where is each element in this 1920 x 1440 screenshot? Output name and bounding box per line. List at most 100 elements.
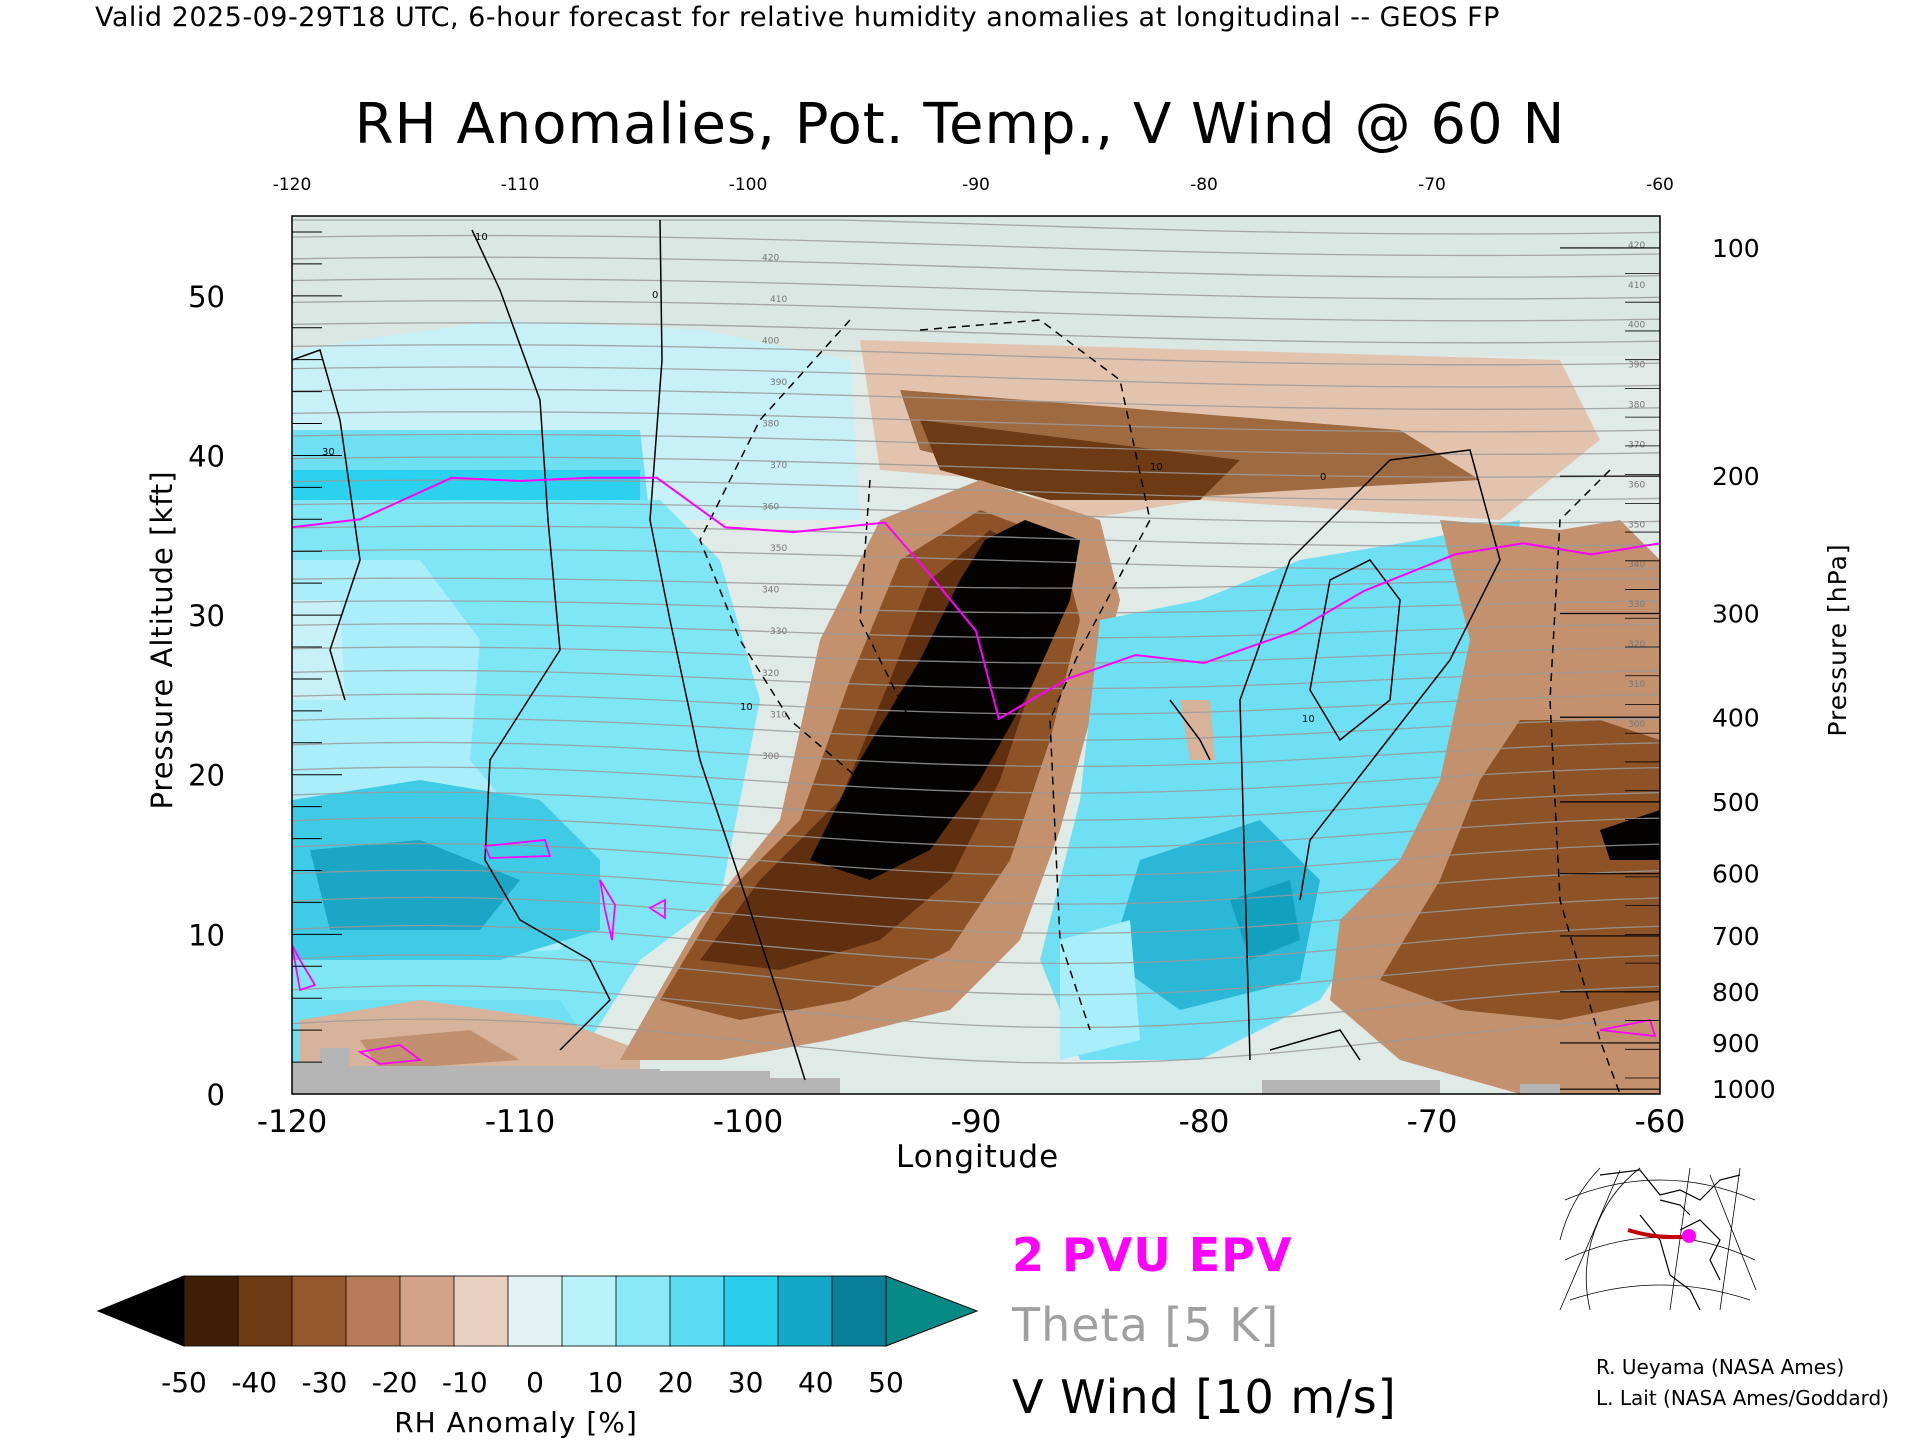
- theta-contour-label: 310: [770, 710, 787, 720]
- epv-contour-fragment: [648, 898, 666, 920]
- colorbar-tick-label: 20: [658, 1366, 694, 1399]
- theta-contour-label: 350: [770, 544, 787, 554]
- colorbar-swatch: [831, 1275, 887, 1347]
- theta-contour-line: [291, 741, 1661, 768]
- legend-vwind: V Wind [10 m/s]: [1012, 1370, 1397, 1424]
- colorbar-tick-label: -20: [372, 1366, 418, 1399]
- theta-contour-label: 380: [1628, 401, 1645, 411]
- x-axis-label: Longitude: [896, 1139, 1059, 1175]
- y-right-tick-label: 100: [1712, 234, 1760, 263]
- theta-contour-label: 420: [1628, 241, 1645, 251]
- y-axis-left: 0 10 20 30 40 50: [188, 231, 342, 1112]
- colorbar-under-triangle: [96, 1275, 185, 1347]
- theta-contour-line: [291, 869, 1661, 905]
- x-top-tick-label: -120: [273, 175, 312, 195]
- x-tick-label: -100: [713, 1104, 783, 1140]
- colorbar-tick-label: -40: [231, 1366, 277, 1399]
- y-right-tick-label: 800: [1712, 978, 1760, 1007]
- v-wind-contour-line: [859, 479, 911, 721]
- epv-contour-fragment: [483, 839, 552, 859]
- v-wind-contour-label: 0: [652, 290, 658, 301]
- colorbar-tick-label: 10: [587, 1366, 623, 1399]
- colorbar-swatch: [615, 1275, 671, 1347]
- theta-contour-line: [291, 842, 1661, 877]
- v-wind-contour-line: [471, 229, 611, 1051]
- theta-contour-label: 320: [1628, 640, 1645, 650]
- theta-contour-line: [291, 646, 1661, 664]
- plot-frame: [291, 215, 1661, 1095]
- theta-contour-label: 370: [1628, 440, 1645, 450]
- v-wind-contour-line: [649, 219, 806, 1081]
- x-tick-label: -60: [1635, 1104, 1686, 1140]
- x-top-tick-label: -60: [1646, 175, 1674, 195]
- x-axis-top: -120 -110 -100 -90 -80 -70 -60: [273, 175, 1674, 195]
- theta-contour-label: 410: [1628, 281, 1645, 291]
- v-wind-contour-line: [1239, 449, 1501, 1061]
- credit-line: L. Lait (NASA Ames/Goddard): [1596, 1386, 1889, 1410]
- colorbar-swatch: [291, 1275, 347, 1347]
- colorbar-swatch: [669, 1275, 725, 1347]
- theta-contour-label: 340: [762, 586, 779, 596]
- theta-contour-label: 390: [770, 378, 787, 388]
- credit-line: R. Ueyama (NASA Ames): [1596, 1355, 1845, 1379]
- legend-theta: Theta [5 K]: [1012, 1298, 1280, 1352]
- theta-contour-line: [291, 791, 1661, 821]
- theta-contour-line: [291, 924, 1661, 965]
- v-wind-contour-label: 10: [740, 702, 753, 713]
- colorbar-swatch: [723, 1275, 779, 1347]
- theta-contour-label: 360: [762, 503, 779, 513]
- y-tick-label: 30: [188, 599, 225, 633]
- y-tick-label: 20: [188, 759, 225, 793]
- colorbar-swatch: [345, 1275, 401, 1347]
- v-wind-contour-line: [292, 349, 361, 701]
- v-wind-contour-label: 10: [1302, 714, 1315, 725]
- y-tick-label: 40: [188, 439, 225, 473]
- theta-contour-label: 350: [1628, 520, 1645, 530]
- v-wind-contour-label: 10: [475, 232, 488, 243]
- theta-contour-label: 390: [1628, 361, 1645, 371]
- theta-contour-line: [291, 693, 1661, 715]
- theta-contour-label: 420: [762, 254, 779, 264]
- theta-contour-line: [291, 984, 1661, 1029]
- theta-contours: 3003003103103203203303303403403503503603…: [291, 219, 1661, 1064]
- colorbar-swatch: [777, 1275, 833, 1347]
- colorbar-tick-label: 50: [868, 1366, 904, 1399]
- theta-contour-line: [291, 816, 1661, 849]
- epv-contour-fragment: [599, 879, 616, 941]
- colorbar-tick-label: 30: [728, 1366, 764, 1399]
- theta-contour-label: 400: [1628, 321, 1645, 331]
- colorbar-swatch: [507, 1275, 563, 1347]
- x-tick-label: -90: [951, 1104, 1002, 1140]
- chart-title: RH Anomalies, Pot. Temp., V Wind @ 60 N: [354, 92, 1566, 157]
- y-right-tick-label: 300: [1712, 599, 1760, 628]
- theta-contour-line: [291, 600, 1661, 614]
- colorbar-swatch: [183, 1275, 239, 1347]
- x-top-tick-label: -80: [1190, 175, 1218, 195]
- v-wind-contour-line: [1269, 1029, 1361, 1061]
- theta-contour-line: [291, 548, 1661, 571]
- legend-epv: 2 PVU EPV: [1012, 1228, 1293, 1282]
- theta-contour-label: 330: [770, 627, 787, 637]
- x-tick-label: -120: [257, 1104, 327, 1140]
- theta-contour-line: [291, 669, 1661, 690]
- y-right-tick-label: 200: [1712, 462, 1760, 491]
- theta-contour-label: 300: [1628, 720, 1645, 730]
- theta-contour-line: [291, 456, 1661, 478]
- theta-contour-label: 370: [770, 461, 787, 471]
- v-wind-contour-line: [1549, 469, 1621, 1094]
- colorbar-tick-label: -50: [161, 1366, 207, 1399]
- colorbar-swatch: [399, 1275, 455, 1347]
- colorbar: -50 -40 -30 -20 -10 0 10 20 30 40 50: [96, 1275, 979, 1399]
- colorbar-tick-label: -30: [302, 1366, 348, 1399]
- y-right-tick-label: 500: [1712, 788, 1760, 817]
- colorbar-swatch: [453, 1275, 509, 1347]
- theta-contour-line: [291, 954, 1661, 996]
- theta-contour-label: 400: [762, 337, 779, 347]
- epv-contour-line: [292, 476, 1660, 721]
- theta-contour-line: [291, 896, 1661, 935]
- locator-map-inset: [1559, 1164, 1758, 1316]
- v-wind-contour-line: [919, 319, 1151, 1031]
- colorbar-tick-label: 40: [798, 1366, 834, 1399]
- theta-contour-line: [291, 577, 1661, 589]
